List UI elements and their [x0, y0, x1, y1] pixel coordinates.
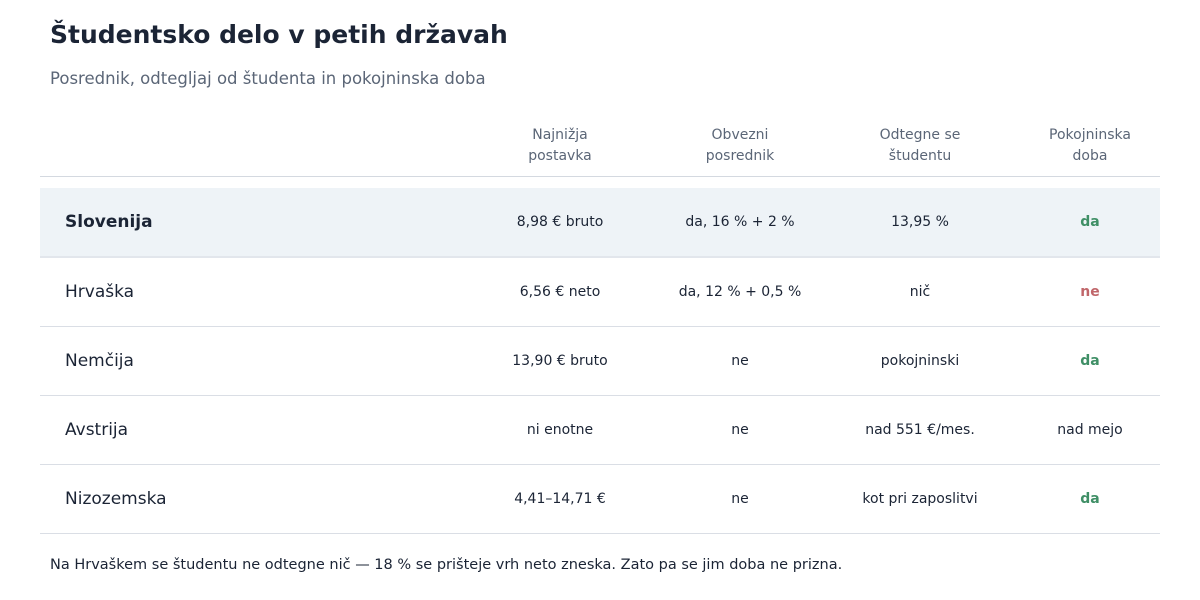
pension-cell: da: [1080, 491, 1100, 507]
column-header-rate-line1: Najnižja: [532, 127, 588, 143]
agency-cell: da, 16 % + 2 %: [685, 214, 795, 230]
country-name: Avstrija: [65, 420, 129, 440]
column-header-rate: Najnižja postavka: [480, 125, 640, 167]
footnote: Na Hrvaškem se študentu ne odtegne nič —…: [50, 557, 843, 573]
deduction-cell: 13,95 %: [891, 214, 949, 230]
rate-cell: 8,98 € bruto: [516, 214, 604, 230]
column-header-agency-line1: Obvezni: [711, 127, 769, 143]
column-header-agency-line2: posrednik: [705, 148, 775, 164]
pension-cell: da: [1080, 214, 1100, 230]
pension-cell: da: [1080, 353, 1100, 369]
column-header-deduction-line1: Odtegne se: [879, 127, 961, 143]
deduction-cell: kot pri zaposlitvi: [862, 491, 978, 507]
rate-cell: 4,41–14,71 €: [514, 491, 606, 507]
column-header-deduction: Odtegne se študentu: [840, 125, 1000, 167]
rate-cell: 6,56 € neto: [519, 284, 601, 300]
column-header-pension-line2: doba: [1072, 148, 1108, 164]
table-row-nizozemska: Nizozemska 4,41–14,71 € ne kot pri zapos…: [40, 465, 1160, 534]
deduction-cell: nič: [909, 284, 931, 300]
comparison-table: Najnižja postavka Obvezni posrednik Odte…: [40, 120, 1160, 534]
page-subtitle: Posrednik, odtegljaj od študenta in poko…: [50, 69, 486, 88]
column-header-rate-line2: postavka: [528, 148, 592, 164]
page-title: Študentsko delo v petih državah: [50, 20, 508, 49]
column-header-deduction-line2: študentu: [888, 148, 952, 164]
rate-cell: 13,90 € bruto: [512, 353, 608, 369]
table-row-hrvaska: Hrvaška 6,56 € neto da, 12 % + 0,5 % nič…: [40, 258, 1160, 327]
table-row-nemcija: Nemčija 13,90 € bruto ne pokojninski da: [40, 327, 1160, 396]
country-name: Slovenija: [65, 212, 153, 232]
pension-cell: ne: [1080, 284, 1100, 300]
agency-cell: ne: [731, 422, 749, 438]
country-name: Hrvaška: [65, 282, 135, 302]
rate-cell: ni enotne: [526, 422, 594, 438]
table-body: Slovenija 8,98 € bruto da, 16 % + 2 % 13…: [40, 188, 1160, 534]
table-row-slovenija: Slovenija 8,98 € bruto da, 16 % + 2 % 13…: [40, 188, 1160, 258]
deduction-cell: pokojninski: [880, 353, 960, 369]
column-header-pension: Pokojninska doba: [1010, 125, 1170, 167]
table-row-avstrija: Avstrija ni enotne ne nad 551 €/mes. nad…: [40, 396, 1160, 465]
country-name: Nemčija: [65, 351, 134, 371]
agency-cell: da, 12 % + 0,5 %: [678, 284, 802, 300]
column-header-agency: Obvezni posrednik: [660, 125, 820, 167]
country-name: Nizozemska: [65, 489, 167, 509]
pension-cell: nad mejo: [1057, 422, 1123, 438]
agency-cell: ne: [731, 353, 749, 369]
column-header-pension-line1: Pokojninska: [1049, 127, 1131, 143]
deduction-cell: nad 551 €/mes.: [865, 422, 975, 438]
table-header: Najnižja postavka Obvezni posrednik Odte…: [40, 120, 1160, 177]
agency-cell: ne: [731, 491, 749, 507]
